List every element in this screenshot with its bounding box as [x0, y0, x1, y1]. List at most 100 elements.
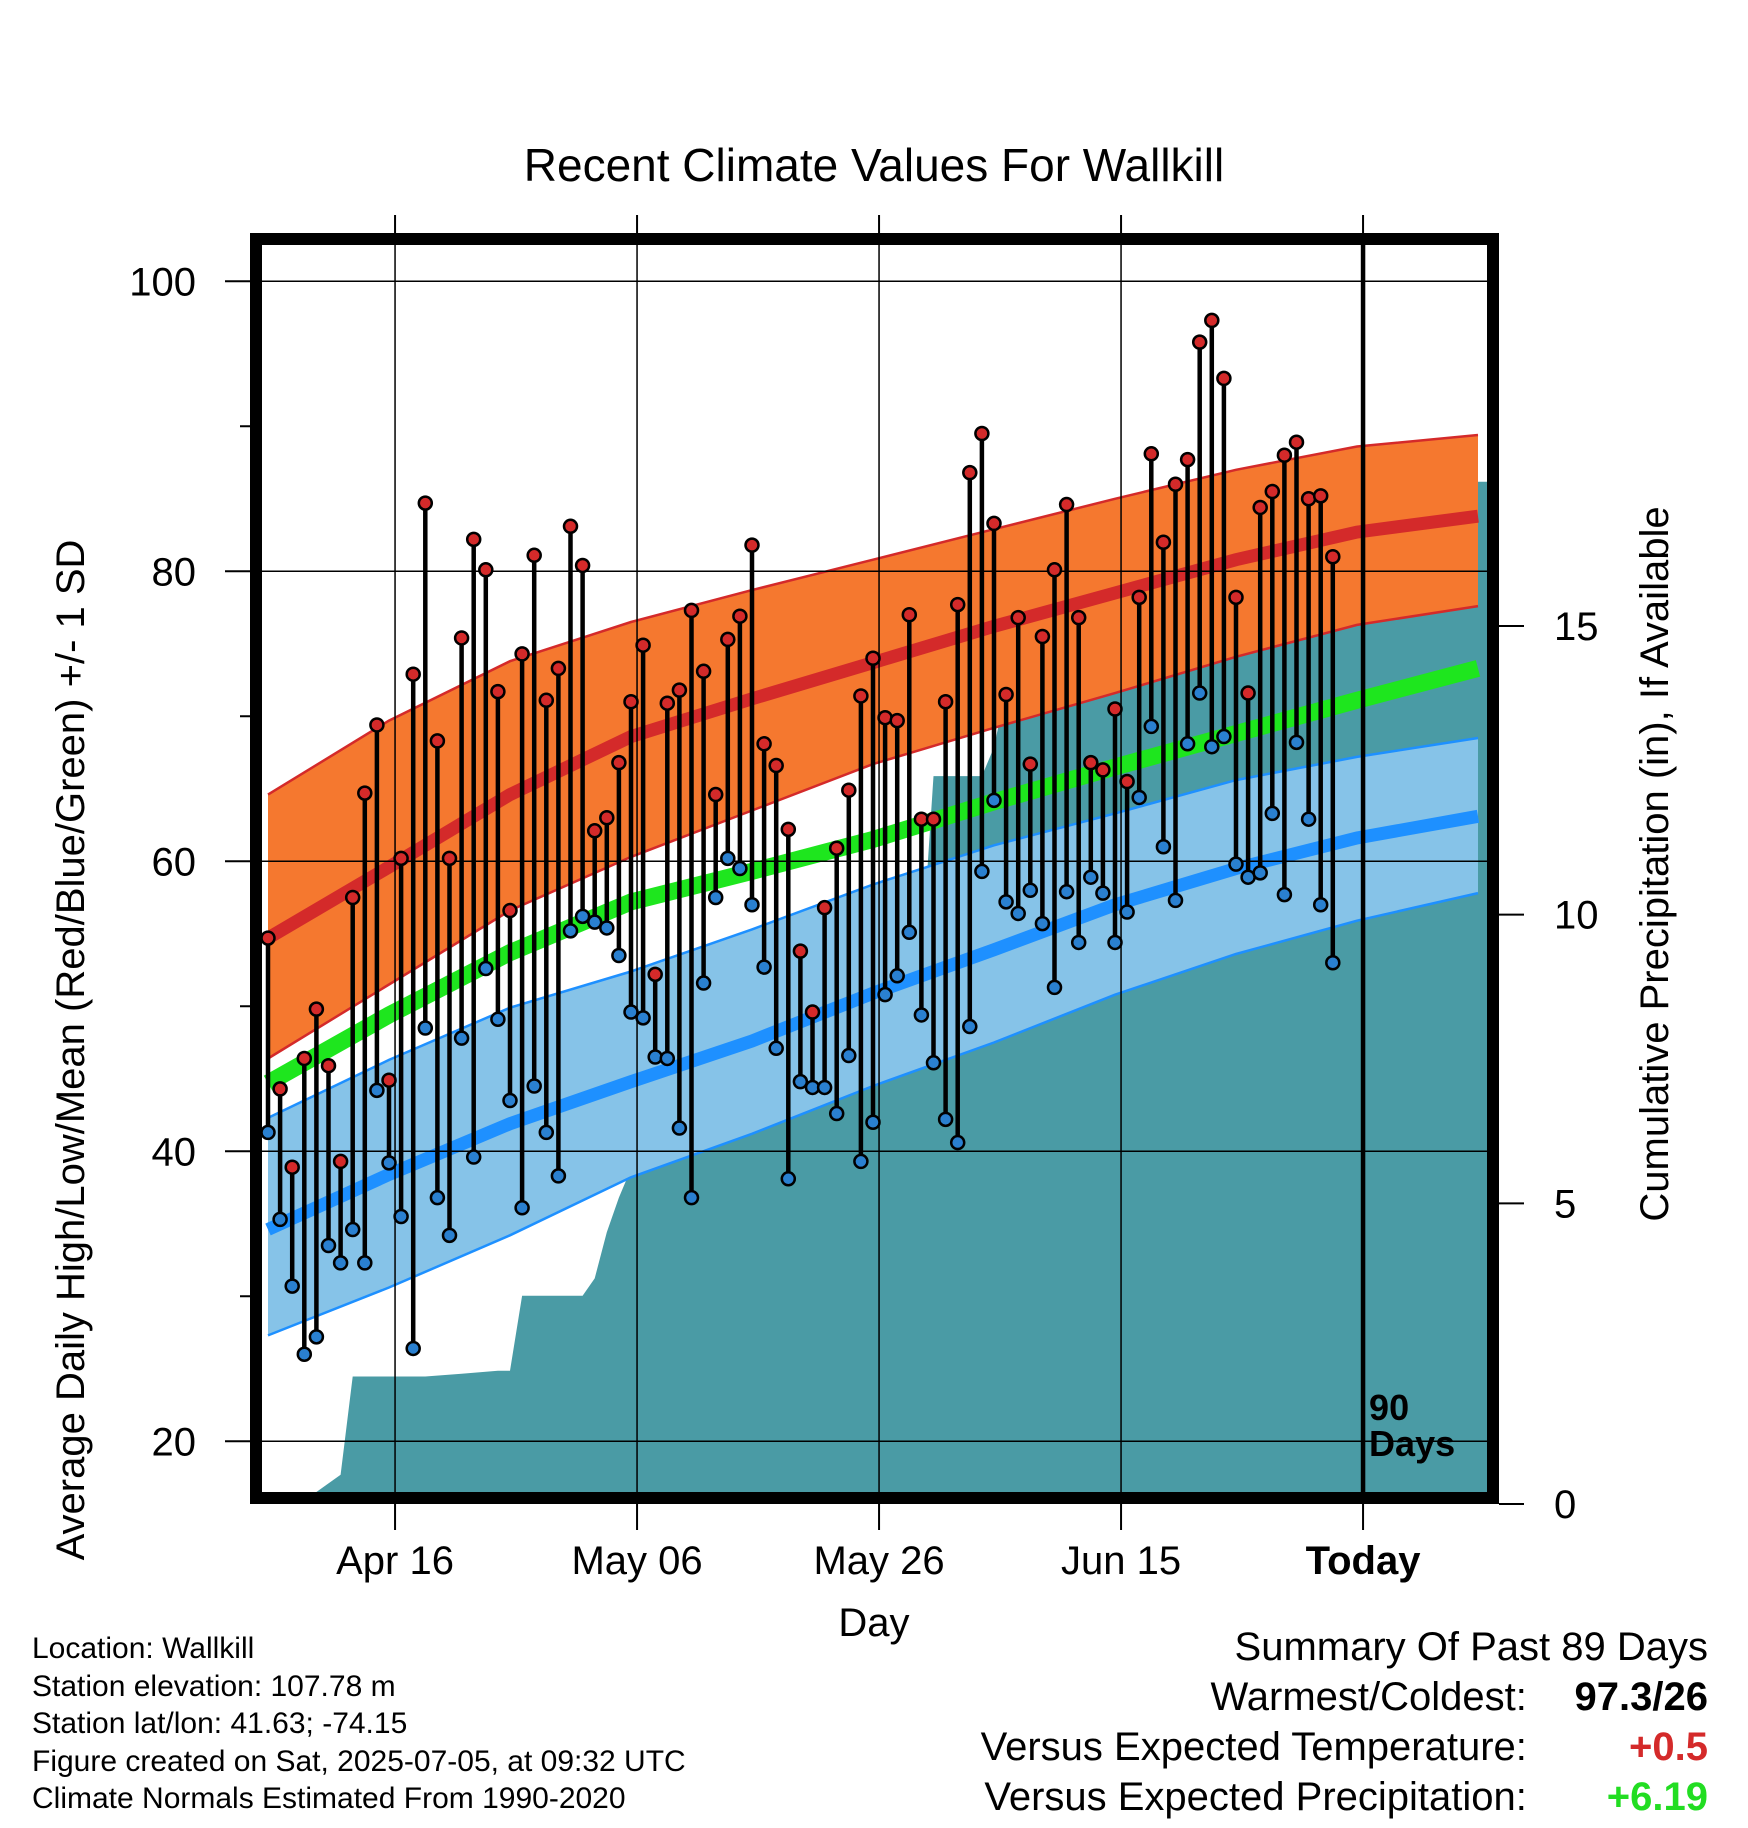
- y2-tick-label: 5: [1554, 1182, 1576, 1226]
- daily-low-point: [901, 924, 918, 941]
- summary-warmest-coldest: Warmest/Coldest: 97.3/26: [981, 1672, 1709, 1722]
- y2-axis-label: Cumulative Precipitation (in), If Availa…: [1633, 506, 1677, 1221]
- daily-high-point: [1046, 562, 1063, 578]
- daily-low-point: [732, 860, 748, 877]
- daily-low-point: [986, 792, 1002, 809]
- daily-high-point: [586, 823, 603, 839]
- daily-high-point: [417, 495, 434, 511]
- daily-high-point: [429, 733, 446, 749]
- y-tick-label: 20: [152, 1420, 197, 1464]
- x-tick-label: May 26: [813, 1539, 944, 1583]
- daily-high-point: [986, 515, 1002, 532]
- daily-low-point: [344, 1221, 361, 1238]
- daily-high-point: [1143, 446, 1160, 462]
- daily-high-point: [1264, 483, 1281, 500]
- daily-low-point: [889, 968, 905, 984]
- daily-low-point: [683, 1189, 700, 1206]
- daily-low-point: [441, 1227, 458, 1244]
- x-tick-label: May 06: [571, 1539, 702, 1583]
- daily-high-point: [381, 1072, 397, 1088]
- daily-low-point: [1264, 805, 1281, 822]
- daily-low-point: [381, 1155, 397, 1171]
- daily-low-point: [1179, 736, 1196, 752]
- daily-low-point: [465, 1149, 482, 1165]
- daily-high-point: [332, 1153, 349, 1170]
- daily-low-point: [768, 1040, 784, 1057]
- warmest-coldest-label: Warmest/Coldest:: [1210, 1675, 1527, 1719]
- temperature-value: +0.5: [1629, 1725, 1708, 1769]
- today-days-number: 90: [1369, 1387, 1409, 1428]
- y-axis-label: Average Daily High/Low/Mean (Red/Blue/Gr…: [49, 540, 93, 1561]
- daily-high-point: [272, 1081, 288, 1097]
- daily-high-point: [1276, 447, 1293, 463]
- daily-low-point: [1131, 789, 1147, 806]
- daily-high-point: [671, 682, 688, 698]
- daily-high-point: [780, 821, 797, 838]
- daily-high-point: [1095, 762, 1111, 778]
- daily-low-point: [1058, 883, 1075, 900]
- daily-low-point: [1252, 865, 1268, 881]
- daily-high-point: [369, 717, 385, 733]
- daily-high-point: [683, 602, 700, 619]
- daily-high-point: [357, 785, 373, 801]
- daily-low-point: [1022, 882, 1039, 898]
- daily-high-point: [623, 694, 639, 710]
- daily-high-point: [562, 518, 579, 535]
- daily-low-point: [841, 1047, 857, 1064]
- daily-low-point: [405, 1340, 421, 1357]
- daily-low-point: [925, 1055, 942, 1071]
- daily-low-point: [828, 1105, 845, 1122]
- daily-low-point: [526, 1078, 542, 1094]
- daily-low-point: [417, 1020, 434, 1036]
- daily-high-point: [647, 966, 663, 983]
- daily-low-point: [1191, 685, 1208, 701]
- daily-high-point: [1107, 701, 1123, 717]
- daily-high-point: [756, 736, 772, 752]
- daily-low-point: [756, 959, 772, 975]
- daily-low-point: [308, 1329, 325, 1345]
- daily-low-point: [1070, 934, 1087, 951]
- daily-low-point: [1167, 892, 1184, 909]
- warmest-coldest-value: 97.3/26: [1574, 1675, 1708, 1719]
- daily-high-point: [526, 547, 542, 564]
- daily-high-point: [853, 688, 869, 704]
- daily-low-point: [865, 1114, 881, 1130]
- daily-high-point: [1240, 685, 1256, 701]
- daily-high-point: [1167, 476, 1184, 492]
- y-tick-label: 80: [152, 550, 197, 594]
- daily-high-point: [865, 650, 881, 666]
- daily-high-point: [841, 782, 857, 798]
- daily-low-point: [949, 1134, 966, 1151]
- precipitation-value: +6.19: [1606, 1775, 1708, 1819]
- figure-created: Figure created on Sat, 2025-07-05, at 09…: [32, 1744, 686, 1778]
- daily-high-point: [1034, 628, 1051, 645]
- daily-low-point: [1216, 728, 1232, 745]
- y-tick-label: 100: [129, 260, 196, 304]
- daily-high-point: [816, 899, 833, 916]
- daily-low-point: [707, 889, 724, 906]
- summary-precipitation: Versus Expected Precipitation: +6.19: [981, 1772, 1708, 1822]
- daily-high-point: [1155, 534, 1172, 550]
- daily-high-point: [550, 660, 567, 677]
- high-upper-line: [267, 433, 1479, 796]
- daily-low-point: [320, 1237, 337, 1254]
- x-tick-label: Apr 16: [336, 1539, 454, 1583]
- daily-high-point: [949, 596, 966, 613]
- daily-low-point: [599, 920, 615, 936]
- daily-low-point: [369, 1082, 385, 1099]
- summary-title: Summary Of Past 89 Days: [1234, 1625, 1708, 1669]
- daily-low-point: [937, 1111, 954, 1128]
- daily-high-point: [1131, 589, 1147, 606]
- daily-low-point: [1095, 885, 1111, 901]
- daily-low-point: [357, 1255, 373, 1271]
- daily-low-point: [623, 1004, 639, 1020]
- daily-low-point: [913, 1007, 930, 1023]
- x-tick-label: Today: [1306, 1539, 1422, 1583]
- daily-high-point: [804, 1004, 821, 1020]
- daily-high-point: [792, 943, 809, 959]
- daily-high-point: [1288, 434, 1305, 450]
- daily-high-point: [574, 557, 591, 574]
- daily-low-point: [1300, 811, 1317, 827]
